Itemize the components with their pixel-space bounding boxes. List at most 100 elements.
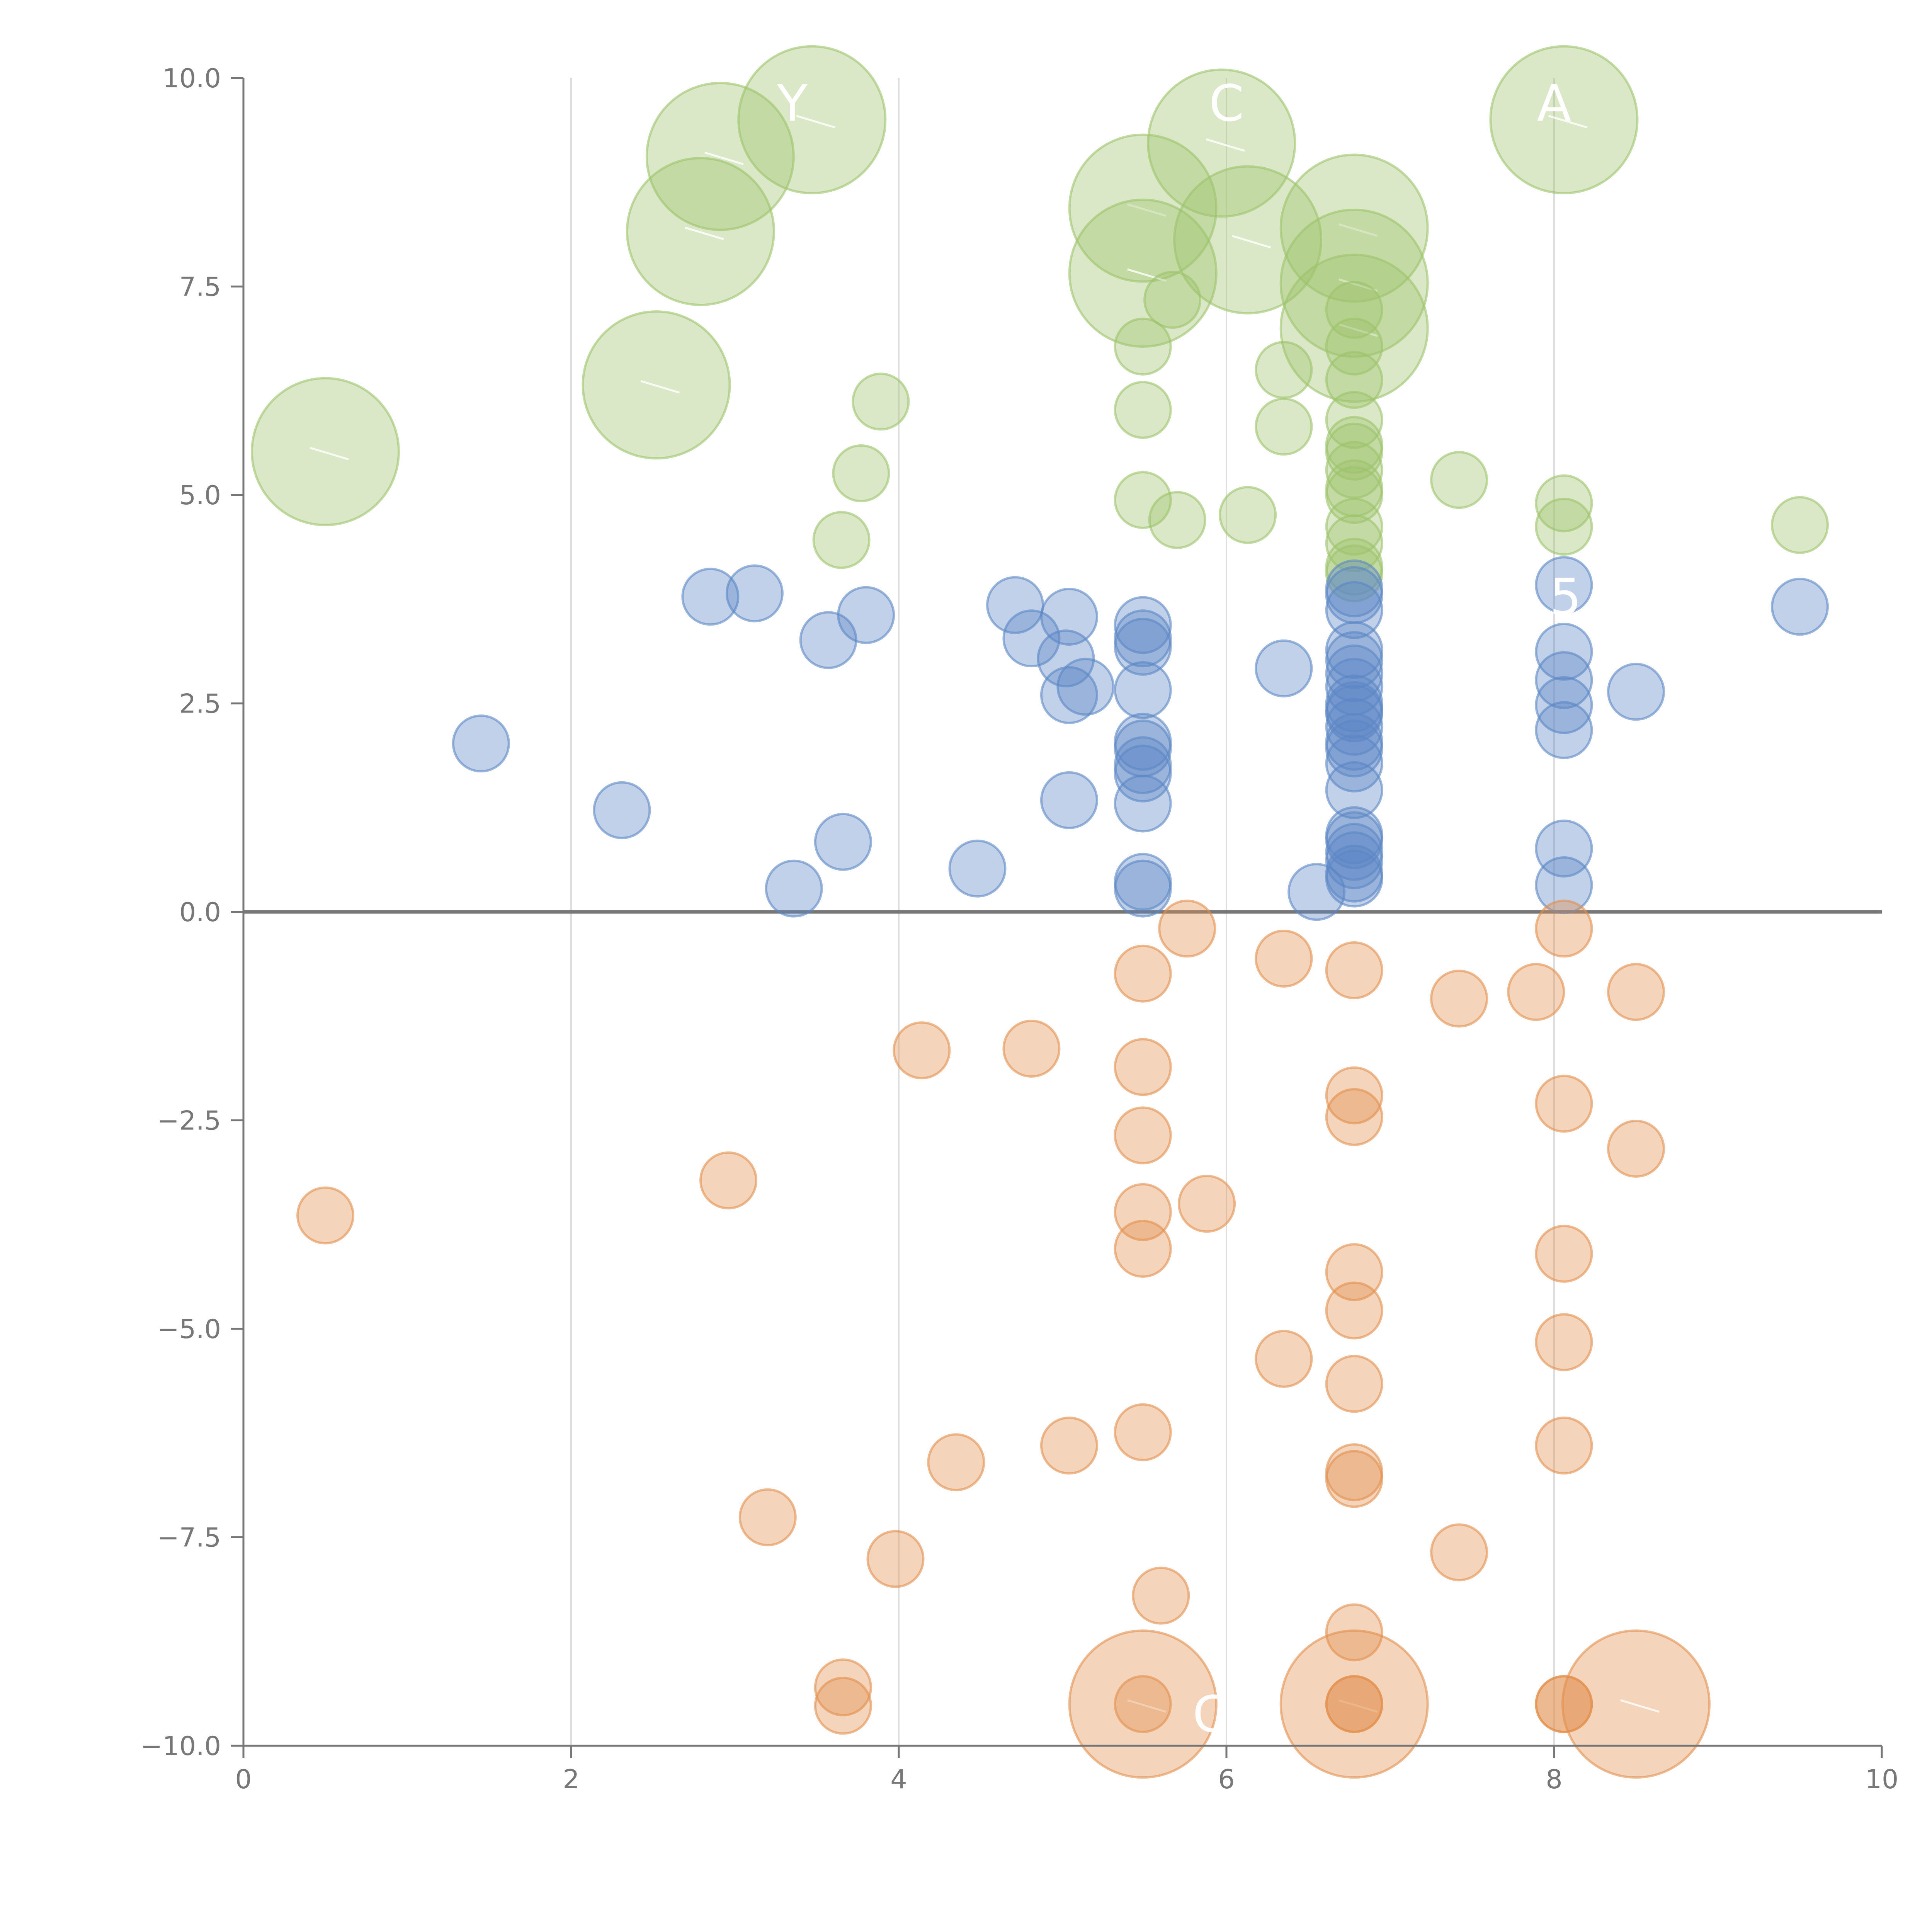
data-point [1535,819,1593,878]
bubble-leader-line [1548,115,1588,129]
bubble-leader-line [1232,235,1271,249]
data-point [948,839,1007,898]
data-point [1325,1281,1383,1340]
y-tick-label: 0.0 [179,897,221,928]
tick-labels: 0 2 4 6 8 10 10.0 7.5 5.0 2.5 0.0 −2.5 −5.0 −7.5 −10.0 [141,63,1899,1795]
data-point [1325,697,1383,756]
data-point [1255,398,1313,456]
data-point [927,1433,985,1492]
data-point [1607,1119,1665,1178]
x-tick-label: 8 [1546,1764,1562,1795]
data-point [1535,1225,1593,1283]
data-point [1114,596,1172,654]
data-point [1114,381,1172,439]
data-point [1325,514,1383,573]
bubble-leader-line [704,151,744,165]
data-point [1255,341,1313,399]
data-point [1535,701,1593,759]
data-point [1325,941,1383,1000]
data-point [1535,1675,1593,1733]
data-point [1325,422,1383,481]
y-tick-label: −2.5 [157,1106,221,1136]
data-point [812,511,871,569]
data-point [1535,474,1593,532]
data-point [1535,498,1593,556]
bubble-annotation: A [1537,74,1571,133]
data-point [1114,317,1172,376]
data-point [1325,391,1383,449]
bubble-annotation: Y [777,74,808,133]
bubble-leader-line [1206,138,1245,152]
data-point [814,1677,872,1735]
data-point [1325,761,1383,819]
data-point [1255,1330,1313,1388]
data-point [1114,1038,1172,1096]
data-point [1535,900,1593,958]
data-point [1114,1106,1172,1165]
data-point [1325,544,1383,602]
data-point [1255,639,1313,697]
data-point [1325,317,1383,376]
data-point [1255,929,1313,988]
data-point [1002,1019,1061,1078]
x-tick-label: 4 [890,1764,907,1795]
data-point [1325,1088,1383,1146]
data-point [1535,556,1593,614]
data-point [1771,578,1829,636]
data-point [1158,900,1216,958]
y-tick-label: 2.5 [179,689,221,719]
data-point [1040,771,1098,829]
bubble-leader-line [1620,1699,1660,1713]
data-point [832,444,890,502]
bubble-annotation: C [1209,74,1244,133]
y-tick-label: −7.5 [157,1523,221,1553]
x-tick-label: 6 [1218,1764,1235,1795]
data-point [1325,1066,1383,1124]
data-point [1325,644,1383,702]
bubble-leader-line [1127,268,1167,282]
data-point [1114,774,1172,833]
data-point [814,1658,872,1716]
data-point [1535,651,1593,709]
data-point [1325,281,1383,339]
data-point [1114,859,1172,918]
bubble-annotation: 5 [1549,568,1582,626]
data-point [1325,831,1383,889]
bubble-leader-line [310,447,349,461]
data-points [251,45,1829,1779]
data-point [1114,471,1172,529]
data-point [1056,658,1115,716]
data-point [1114,609,1172,668]
bubble-leader-line [1338,323,1378,337]
data-point [837,586,895,644]
data-point [1114,617,1172,676]
data-point [1040,588,1098,646]
data-point [1219,486,1277,544]
bubble-leader-line [1127,203,1167,217]
data-point [1114,1675,1172,1733]
data-point [1535,1313,1593,1371]
data-point [1430,451,1488,509]
data-point [1040,1417,1098,1475]
data-point [1114,1403,1172,1461]
y-tick-label: 5.0 [179,480,221,511]
y-tick-label: −5.0 [157,1314,221,1345]
data-point [852,372,910,431]
data-point [738,1488,797,1546]
data-point [1607,963,1665,1021]
data-point [1430,1523,1488,1582]
data-point [1535,1417,1593,1475]
data-point [1771,496,1829,554]
data-point [1430,969,1488,1028]
data-point [296,1186,354,1245]
data-point [765,859,823,918]
data-point [1535,856,1593,914]
data-point [1287,863,1346,921]
data-point [1325,466,1383,524]
data-point [1325,1450,1383,1508]
data-point [1325,581,1383,639]
data-point [1535,676,1593,734]
x-tick-label: 2 [563,1764,579,1795]
data-point [866,1530,925,1588]
